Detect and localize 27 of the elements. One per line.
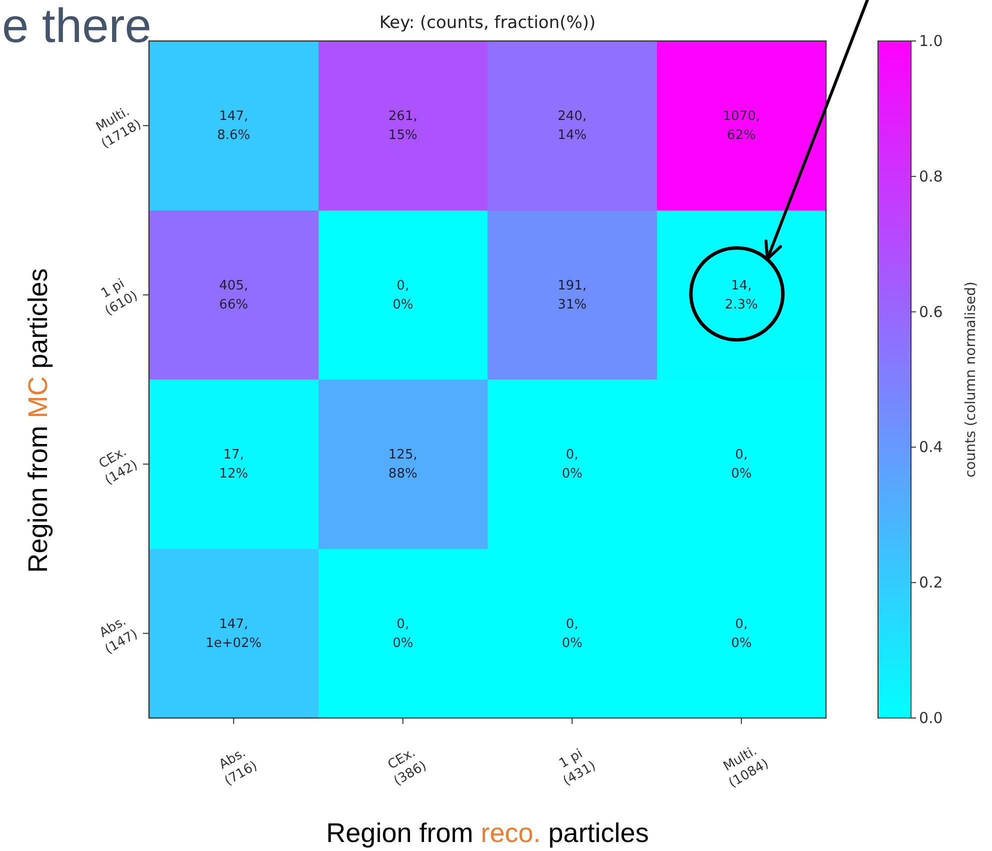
- y-axis-title: Region from MC particles: [23, 268, 53, 573]
- color-bar-label: 0.0: [919, 709, 943, 727]
- annotation: e there: [2, 0, 152, 53]
- chart-title: Key: (counts, fraction(%)): [379, 13, 596, 33]
- data-label: 17, 12%: [219, 447, 248, 482]
- data-label: 1070, 62%: [722, 108, 760, 143]
- color-bar-label: 1.0: [919, 32, 943, 50]
- data-label: 147, 1e+02%: [206, 616, 262, 650]
- color-bar-label: 0.8: [919, 167, 943, 186]
- color-bar-label: 0.4: [919, 438, 943, 456]
- color-bar-label: 0.2: [919, 574, 943, 592]
- data-label: 14, 2.3%: [724, 278, 758, 312]
- data-label: 0, 0%: [731, 447, 752, 482]
- data-label: 0, 0%: [392, 616, 414, 650]
- color-bar-title: counts (column normalised): [963, 282, 979, 478]
- data-label: 405, 66%: [219, 278, 248, 312]
- data-label: 261, 15%: [388, 108, 418, 143]
- data-label: 0, 0%: [731, 616, 752, 650]
- x-axis-title: Region from reco. particles: [326, 818, 649, 848]
- data-label: 0, 0%: [562, 447, 582, 482]
- data-label: 0, 0%: [562, 616, 582, 650]
- data-label: 0, 0%: [392, 278, 414, 312]
- data-label: 147, 8.6%: [217, 108, 250, 143]
- data-label: 125, 88%: [388, 447, 418, 482]
- color-bar-label: 0.6: [919, 302, 943, 321]
- data-label: 191, 31%: [558, 278, 587, 312]
- data-label: 240, 14%: [558, 108, 587, 143]
